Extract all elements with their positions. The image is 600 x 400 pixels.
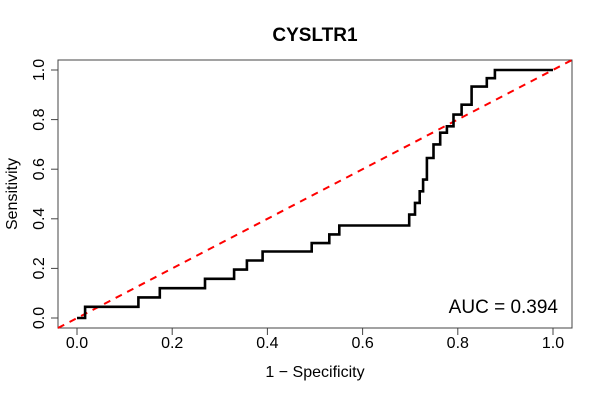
x-axis-label: 1 − Specificity <box>265 364 364 381</box>
x-axis-ticks <box>76 328 554 335</box>
y-axis-ticks <box>51 69 58 319</box>
x-tick-label: 0.0 <box>66 335 88 352</box>
plot-box <box>57 59 573 329</box>
y-axis-tick-labels: 0.0 0.2 0.4 0.6 0.8 1.0 <box>31 59 48 329</box>
y-tick-label: 0.8 <box>31 108 48 130</box>
y-axis-label: Sensitivity <box>4 158 21 230</box>
x-tick-label: 1.0 <box>542 335 564 352</box>
diagonal-reference-line <box>57 59 573 329</box>
x-tick-label: 0.6 <box>351 335 373 352</box>
y-tick-label: 0.0 <box>31 307 48 329</box>
x-tick-label: 0.4 <box>256 335 278 352</box>
auc-annotation: AUC = 0.394 <box>449 297 559 318</box>
x-tick-label: 0.8 <box>447 335 469 352</box>
y-tick-label: 0.2 <box>31 257 48 279</box>
roc-curve <box>77 68 553 320</box>
y-tick-label: 1.0 <box>31 59 48 81</box>
y-tick-label: 0.6 <box>31 158 48 180</box>
chart-title: CYSLTR1 <box>272 25 358 46</box>
y-tick-label: 0.4 <box>31 208 48 230</box>
x-axis-tick-labels: 0.0 0.2 0.4 0.6 0.8 1.0 <box>66 335 564 352</box>
x-tick-label: 0.2 <box>161 335 183 352</box>
